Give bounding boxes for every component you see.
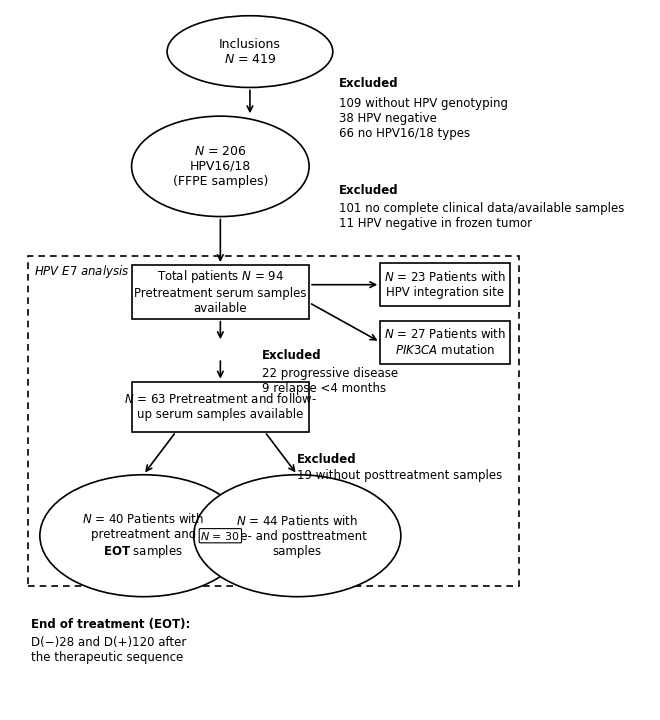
FancyBboxPatch shape: [131, 382, 309, 432]
FancyBboxPatch shape: [380, 320, 510, 364]
Text: Total patients $N$ = 94
Pretreatment serum samples
available: Total patients $N$ = 94 Pretreatment ser…: [134, 269, 307, 315]
Text: Excluded: Excluded: [339, 184, 399, 197]
Text: 109 without HPV genotyping
38 HPV negative
66 no HPV16/18 types: 109 without HPV genotyping 38 HPV negati…: [339, 96, 508, 140]
Text: End of treatment (EOT):: End of treatment (EOT):: [31, 618, 190, 631]
Text: Inclusions
$N$ = 419: Inclusions $N$ = 419: [219, 37, 281, 66]
FancyBboxPatch shape: [131, 265, 309, 319]
Ellipse shape: [40, 474, 247, 597]
Text: Excluded: Excluded: [339, 77, 399, 90]
Text: $N$ = 206
HPV16/18
(FFPE samples): $N$ = 206 HPV16/18 (FFPE samples): [173, 145, 268, 188]
Text: $N$ = 23 Patients with
HPV integration site: $N$ = 23 Patients with HPV integration s…: [384, 270, 506, 300]
Text: $N$ = 30: $N$ = 30: [200, 530, 240, 541]
Text: $N$ = 27 Patients with
$PIK3CA$ mutation: $N$ = 27 Patients with $PIK3CA$ mutation: [384, 327, 506, 357]
Ellipse shape: [131, 116, 309, 217]
Text: $N$ = 40 Patients with
pretreatment and
$\mathbf{EOT}$ samples: $N$ = 40 Patients with pretreatment and …: [82, 511, 205, 560]
FancyBboxPatch shape: [380, 264, 510, 306]
Text: $N$ = 44 Patients with
pre- and posttreatment
samples: $N$ = 44 Patients with pre- and posttrea…: [228, 513, 367, 558]
Text: 101 no complete clinical data/available samples
11 HPV negative in frozen tumor: 101 no complete clinical data/available …: [339, 202, 624, 230]
Text: Excluded: Excluded: [297, 453, 357, 467]
Ellipse shape: [167, 16, 333, 87]
Text: $N$ = 63 Pretreatment and follow-
up serum samples available: $N$ = 63 Pretreatment and follow- up ser…: [124, 392, 317, 421]
Text: 22 progressive disease
9 relapse <4 months: 22 progressive disease 9 relapse <4 mont…: [262, 367, 398, 395]
Ellipse shape: [194, 474, 401, 597]
Text: D(−)28 and D(+)120 after
the therapeutic sequence: D(−)28 and D(+)120 after the therapeutic…: [31, 636, 186, 664]
Text: Excluded: Excluded: [262, 349, 321, 362]
Text: HPV $E7$ analysis: HPV $E7$ analysis: [34, 264, 129, 280]
Text: 19 without posttreatment samples: 19 without posttreatment samples: [297, 469, 502, 482]
